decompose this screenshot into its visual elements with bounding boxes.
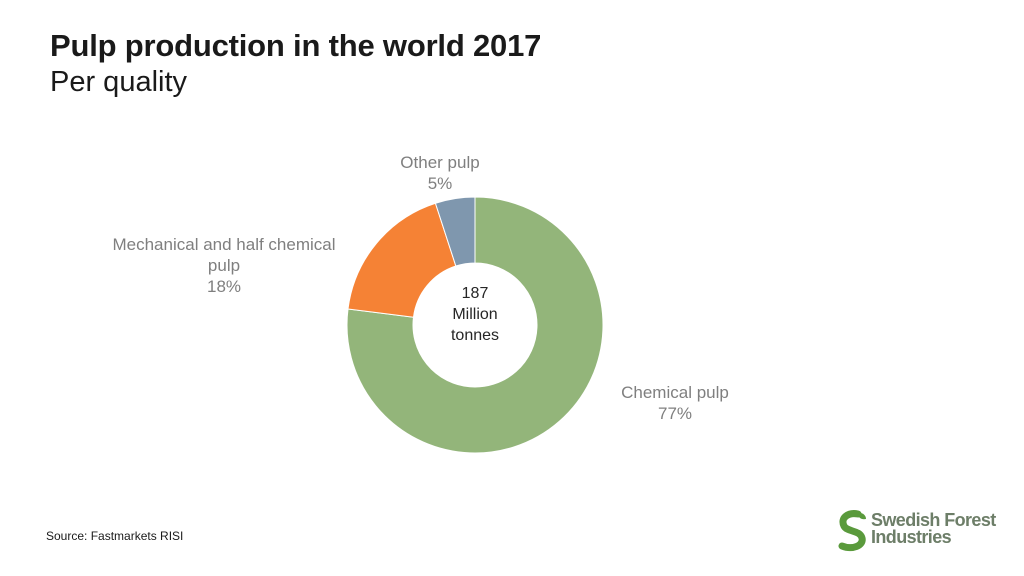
center-label-line: 187 bbox=[462, 285, 489, 302]
donut-slice bbox=[434, 196, 476, 267]
slice-value-label: 18% bbox=[207, 277, 241, 296]
slice-value-label: 5% bbox=[428, 174, 453, 193]
center-label: 187 Million tonnes bbox=[451, 285, 499, 344]
center-label-line: tonnes bbox=[451, 327, 499, 344]
source-note: Source: Fastmarkets RISI bbox=[46, 529, 184, 543]
slice-category-label: Mechanical and half chemical bbox=[112, 235, 335, 254]
donut-slice bbox=[347, 202, 457, 318]
slice-value-label: 77% bbox=[658, 404, 692, 423]
center-label-line: Million bbox=[452, 306, 497, 323]
logo-line-2: Industries bbox=[871, 527, 952, 547]
slice-category-label: Other pulp bbox=[400, 153, 479, 172]
logo-s-icon bbox=[838, 510, 866, 552]
swedish-forest-industries-logo: Swedish Forest Industries bbox=[836, 510, 996, 552]
chart-title: Pulp production in the world 2017 bbox=[50, 28, 542, 63]
slice-category-label: Chemical pulp bbox=[621, 383, 729, 402]
chart-subtitle: Per quality bbox=[50, 66, 188, 98]
donut-slice bbox=[346, 196, 604, 454]
slice-category-label: pulp bbox=[208, 256, 240, 275]
logo-text: Swedish Forest Industries bbox=[871, 510, 996, 547]
logo-line-1: Swedish Forest bbox=[871, 510, 996, 530]
